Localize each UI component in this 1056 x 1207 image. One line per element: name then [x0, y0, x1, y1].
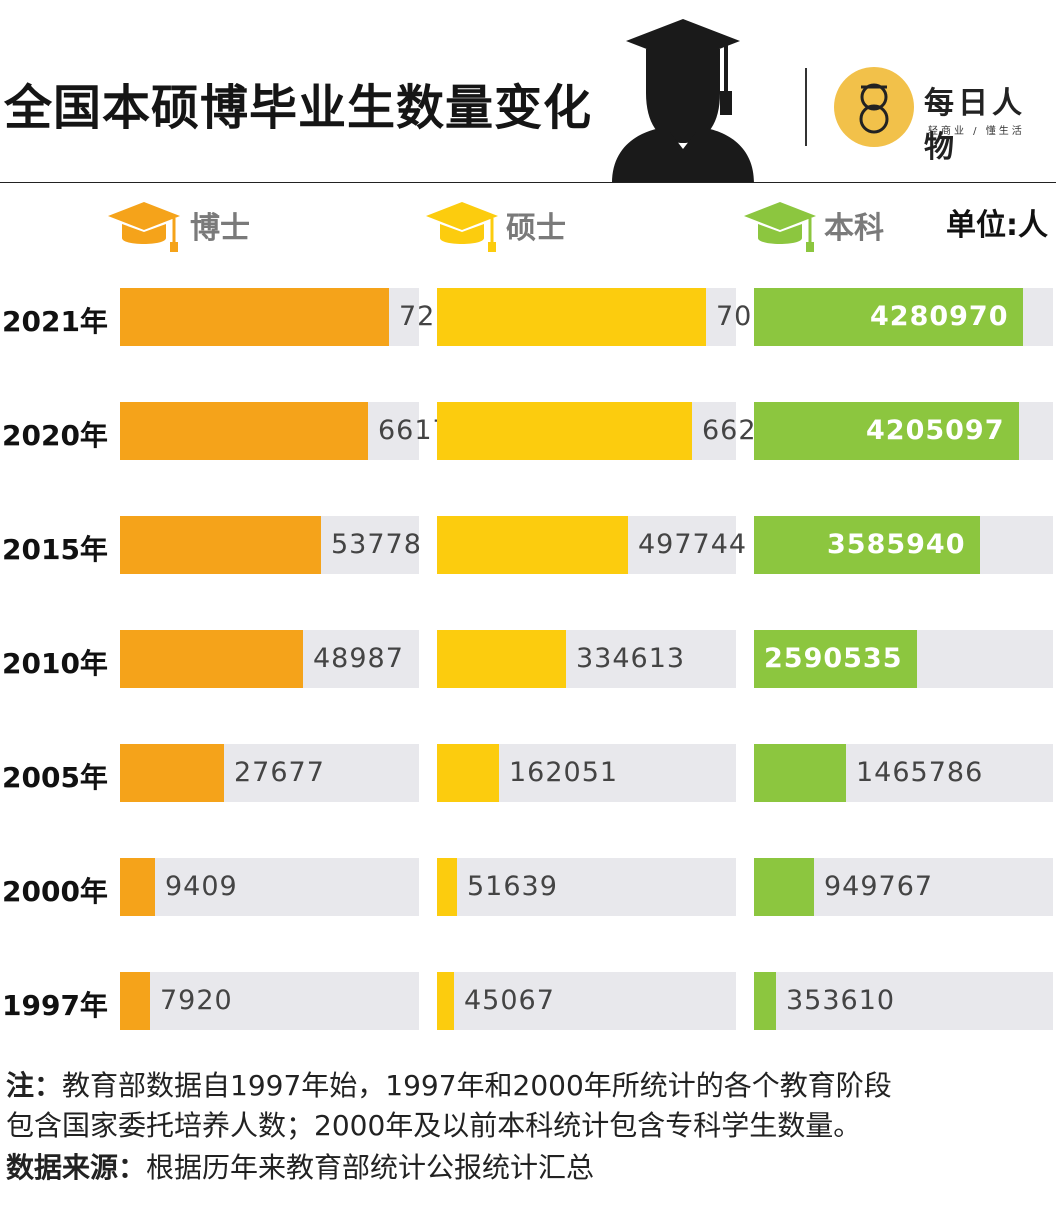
master-bar: [437, 630, 566, 688]
header-rule: [0, 182, 1056, 183]
note-line-2: 包含国家委托培养人数；2000年及以前本科统计包含专科学生数量。: [6, 1109, 862, 1142]
header-divider: [805, 68, 807, 146]
bachelor-value-label: 4280970: [870, 301, 1009, 332]
master-bar: [437, 858, 457, 916]
year-label: 2000年: [2, 875, 108, 908]
year-label: 2021年: [2, 305, 108, 338]
doctor-bar: [120, 288, 389, 346]
doctor-bar-track: 48987: [120, 630, 419, 688]
master-bar-track: 662451: [437, 402, 810, 460]
brand-tagline: 轻商业 / 懂生活: [928, 126, 1025, 137]
bachelor-bar: [754, 402, 1019, 460]
master-bar-track: 45067: [437, 972, 736, 1030]
bachelor-bar: [754, 288, 1023, 346]
master-cap-icon: [426, 202, 498, 252]
master-value-label: 162051: [509, 757, 619, 788]
doctor-value-label: 9409: [165, 871, 238, 902]
doctor-bar: [120, 630, 303, 688]
master-bar: [437, 744, 499, 802]
doctor-bar: [120, 402, 368, 460]
master-bar-track: 700742: [437, 288, 824, 346]
doctor-value-label: 27677: [234, 757, 325, 788]
doctor-bar: [120, 858, 155, 916]
note-text-1: 教育部数据自1997年始，1997年和2000年所统计的各个教育阶段: [62, 1069, 892, 1102]
bachelor-bar: [754, 630, 917, 688]
bachelor-bar-track: 3585940: [754, 516, 1053, 574]
bachelor-bar-track: 949767: [754, 858, 1053, 916]
year-label: 2020年: [2, 419, 108, 452]
bachelor-bar: [754, 972, 776, 1030]
master-value-label: 45067: [464, 985, 555, 1016]
page-title: 全国本硕博毕业生数量变化: [4, 80, 593, 136]
bachelor-value-label: 949767: [824, 871, 934, 902]
bachelor-value-label: 4205097: [866, 415, 1005, 446]
unit-label: 单位:人: [946, 208, 1048, 243]
master-bar-track: 334613: [437, 630, 736, 688]
legend-master: 硕士: [506, 211, 566, 246]
master-bar-track: 51639: [437, 858, 736, 916]
year-label: 2015年: [2, 533, 108, 566]
doctor-bar-track: 27677: [120, 744, 419, 802]
doctor-bar: [120, 744, 224, 802]
doctor-value-label: 48987: [313, 643, 404, 674]
master-value-label: 497744: [638, 529, 748, 560]
bachelor-cap-icon: [744, 202, 816, 252]
doctor-bar: [120, 516, 321, 574]
bachelor-bar: [754, 516, 980, 574]
doctor-bar-track: 72019: [120, 288, 489, 346]
doctor-cap-icon: [108, 202, 180, 252]
bachelor-bar: [754, 858, 814, 916]
bachelor-bar: [754, 744, 846, 802]
bachelor-value-label: 353610: [786, 985, 896, 1016]
doctor-value-label: 53778: [331, 529, 422, 560]
master-bar: [437, 402, 692, 460]
doctor-bar-track: 7920: [120, 972, 419, 1030]
bachelor-value-label: 3585940: [827, 529, 966, 560]
source-line: 数据来源：根据历年来教育部统计公报统计汇总: [6, 1146, 594, 1186]
year-label: 2010年: [2, 647, 108, 680]
doctor-bar-track: 66176: [120, 402, 468, 460]
bachelor-bar-track: 1465786: [754, 744, 1053, 802]
master-bar: [437, 288, 706, 346]
master-value-label: 51639: [467, 871, 558, 902]
master-bar: [437, 972, 454, 1030]
graduate-icon: [612, 19, 754, 183]
legend-bachelor: 本科: [824, 211, 884, 246]
master-value-label: 334613: [576, 643, 686, 674]
bachelor-value-label: 1465786: [856, 757, 984, 788]
doctor-bar-track: 9409: [120, 858, 419, 916]
bachelor-bar-track: 2590535: [754, 630, 1053, 688]
master-bar-track: 497744: [437, 516, 746, 574]
source-text: 根据历年来教育部统计公报统计汇总: [146, 1151, 595, 1184]
source-label: 数据来源：: [6, 1151, 147, 1184]
master-bar: [437, 516, 628, 574]
bachelor-value-label: 2590535: [764, 643, 903, 674]
doctor-bar: [120, 972, 150, 1030]
brand-logo: [834, 67, 914, 147]
year-label: 2005年: [2, 761, 108, 794]
master-bar-track: 162051: [437, 744, 736, 802]
year-label: 1997年: [2, 989, 108, 1022]
bachelor-bar-track: 4280970: [754, 288, 1053, 346]
bachelor-bar-track: 4205097: [754, 402, 1053, 460]
brand-name: 每日人物: [924, 86, 1026, 165]
note-line-1: 注：教育部数据自1997年始，1997年和2000年所统计的各个教育阶段: [6, 1064, 892, 1104]
legend-doctor: 博士: [190, 211, 250, 246]
doctor-bar-track: 53778: [120, 516, 422, 574]
note-label: 注：: [6, 1069, 63, 1102]
bachelor-bar-track: 353610: [754, 972, 1053, 1030]
doctor-value-label: 7920: [160, 985, 233, 1016]
